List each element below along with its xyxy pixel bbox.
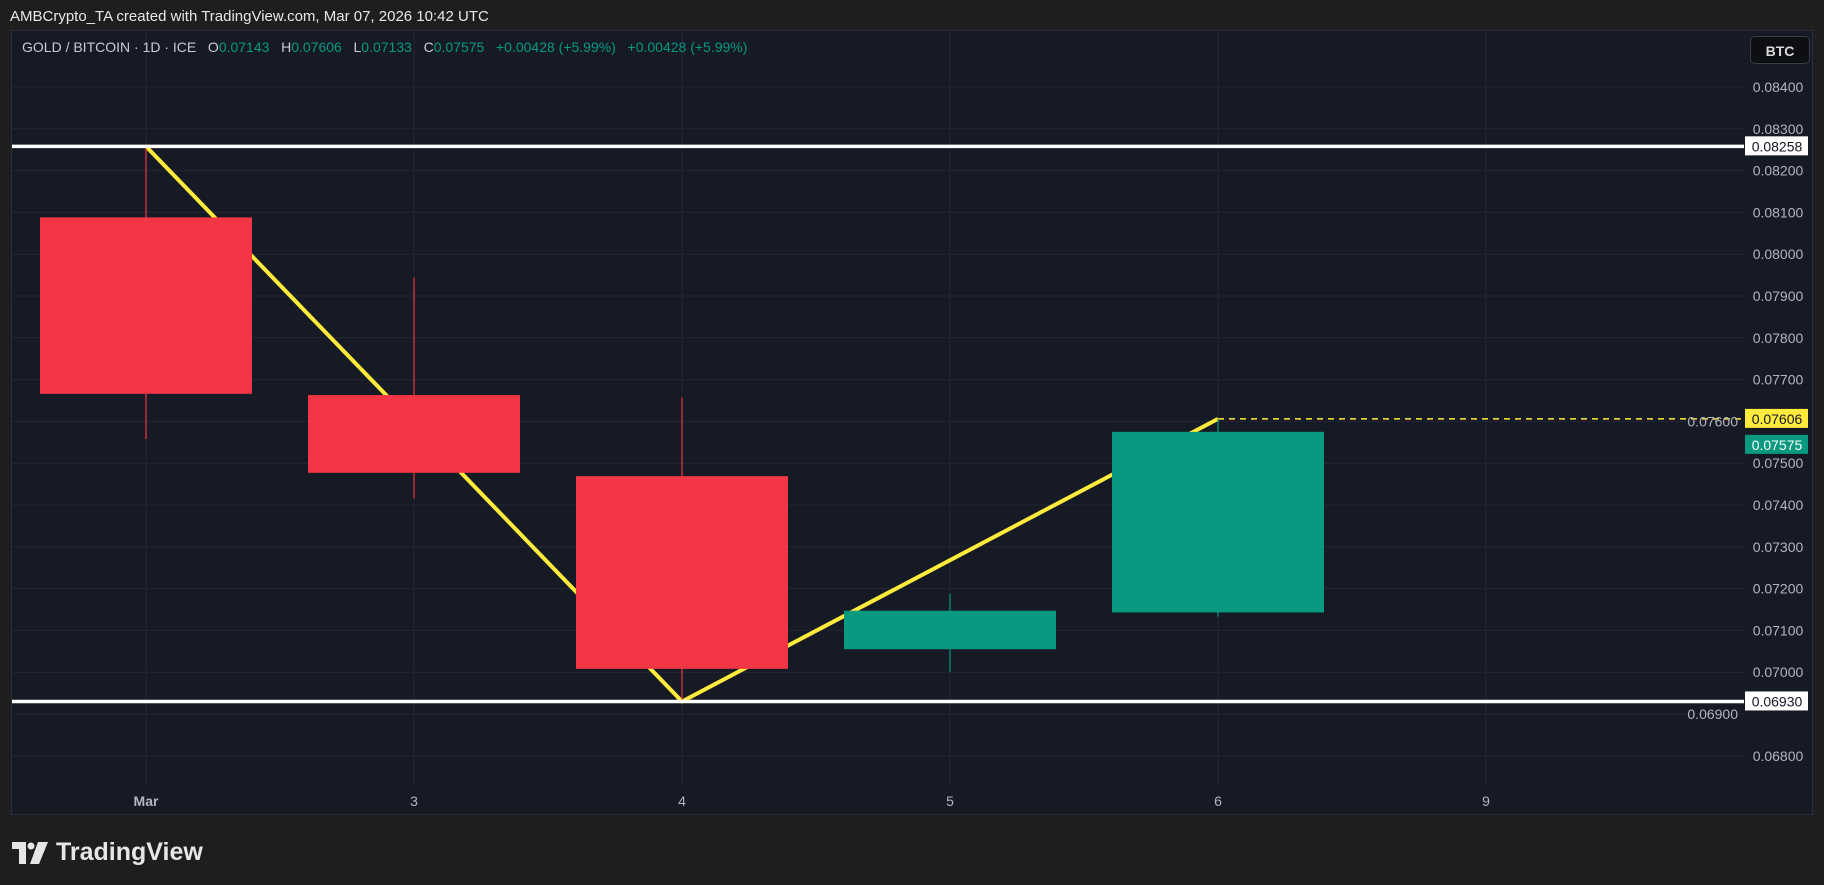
high-price-tag bbox=[1745, 408, 1808, 428]
y-tick-label: 0.08300 bbox=[1753, 121, 1804, 137]
low-value: 0.07133 bbox=[361, 39, 412, 55]
close-value: 0.07575 bbox=[433, 39, 485, 55]
y-tick-label: 0.06900 bbox=[1687, 706, 1738, 722]
open-label: O bbox=[207, 39, 219, 55]
candle-body bbox=[1112, 431, 1324, 613]
y-tick-label: 0.08400 bbox=[1753, 79, 1804, 95]
level-price-label: 0.08258 bbox=[1752, 138, 1803, 154]
change-value: +0.00428 (+5.99%) bbox=[495, 39, 616, 55]
change-value-2: +0.00428 (+5.99%) bbox=[627, 39, 748, 55]
y-tick-label: 0.07000 bbox=[1753, 664, 1804, 680]
currency-button[interactable]: BTC bbox=[1750, 36, 1810, 64]
x-tick-label: 6 bbox=[1214, 793, 1222, 809]
y-tick-label: 0.07800 bbox=[1753, 330, 1804, 346]
candle-body bbox=[308, 395, 520, 473]
y-tick-label: 0.07200 bbox=[1753, 581, 1804, 597]
y-tick-label: 0.07500 bbox=[1753, 455, 1804, 471]
level-price-tag bbox=[1745, 691, 1808, 711]
y-tick-label: 0.07600 bbox=[1687, 413, 1738, 429]
candle-body bbox=[576, 476, 788, 669]
symbol-legend: GOLD / BITCOIN · 1D · ICE O0.07143 H0.07… bbox=[22, 39, 747, 55]
close-label: C bbox=[423, 39, 434, 55]
logo-text: TradingView bbox=[56, 838, 203, 866]
last-price-tag bbox=[1745, 434, 1808, 454]
high-label: H bbox=[281, 39, 292, 55]
tradingview-logo-icon bbox=[12, 841, 48, 864]
y-tick-label: 0.07400 bbox=[1753, 497, 1804, 513]
open-value: 0.07143 bbox=[218, 39, 270, 55]
low-label: L bbox=[353, 39, 362, 55]
y-tick-label: 0.07100 bbox=[1753, 622, 1804, 638]
candle-body bbox=[844, 610, 1056, 650]
x-tick-label: Mar bbox=[134, 793, 159, 809]
y-tick-label: 0.07900 bbox=[1753, 288, 1804, 304]
x-tick-label: 4 bbox=[678, 793, 686, 809]
x-tick-label: 5 bbox=[946, 793, 954, 809]
y-tick-label: 0.07700 bbox=[1753, 372, 1804, 388]
level-price-tag bbox=[1745, 136, 1808, 156]
y-tick-label: 0.08000 bbox=[1753, 246, 1804, 262]
last-price-label: 0.07575 bbox=[1752, 437, 1803, 453]
level-price-label: 0.06930 bbox=[1752, 693, 1803, 709]
y-tick-label: 0.08100 bbox=[1753, 204, 1804, 220]
candle-body bbox=[40, 217, 252, 394]
x-tick-label: 9 bbox=[1482, 793, 1490, 809]
y-tick-label: 0.07300 bbox=[1753, 539, 1804, 555]
high-price-label: 0.07606 bbox=[1752, 411, 1803, 427]
symbol-name[interactable]: GOLD / BITCOIN · 1D · ICE bbox=[22, 39, 197, 55]
attribution-text: AMBCrypto_TA created with TradingView.co… bbox=[10, 8, 489, 25]
x-tick-label: 3 bbox=[410, 793, 418, 809]
y-tick-label: 0.08200 bbox=[1753, 163, 1804, 179]
high-value: 0.07606 bbox=[291, 39, 342, 55]
y-tick-label: 0.06800 bbox=[1753, 748, 1804, 764]
tradingview-logo: TradingView bbox=[12, 838, 203, 867]
